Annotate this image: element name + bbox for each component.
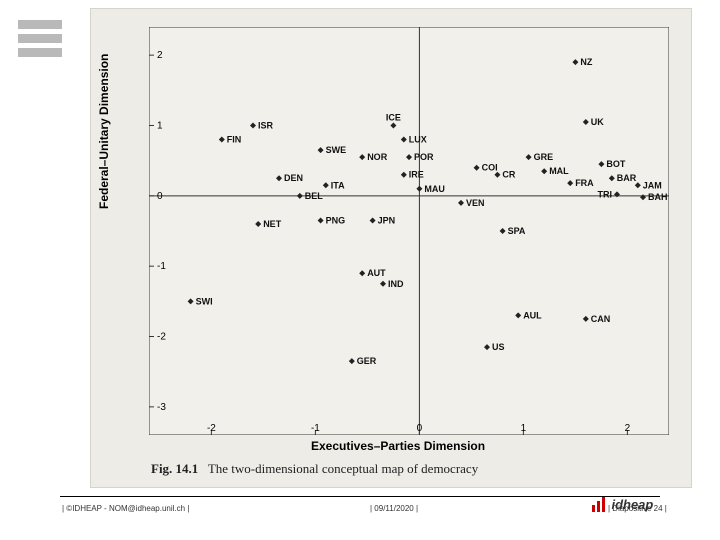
- point-label: IRE: [409, 170, 424, 180]
- data-point: [515, 312, 521, 318]
- data-point: [276, 175, 282, 181]
- point-label: BEL: [305, 191, 324, 201]
- data-point: [583, 316, 589, 322]
- point-label: CAN: [591, 314, 611, 324]
- point-label: VEN: [466, 198, 485, 208]
- data-point: [500, 228, 506, 234]
- point-label: NET: [263, 219, 282, 229]
- data-point: [484, 344, 490, 350]
- point-label: ISR: [258, 120, 274, 130]
- svg-text:1: 1: [521, 423, 527, 434]
- data-point: [250, 122, 256, 128]
- svg-text:-2: -2: [157, 332, 166, 343]
- data-point: [474, 165, 480, 171]
- point-label: GER: [357, 356, 377, 366]
- data-point: [583, 119, 589, 125]
- footer-center: | 09/11/2020 |: [370, 504, 418, 513]
- svg-text:-1: -1: [311, 423, 320, 434]
- point-label: BOT: [606, 159, 626, 169]
- data-point: [359, 270, 365, 276]
- data-point: [598, 161, 604, 167]
- point-label: JPN: [378, 215, 396, 225]
- data-point: [318, 217, 324, 223]
- svg-text:0: 0: [417, 423, 423, 434]
- data-point: [406, 154, 412, 160]
- data-point: [541, 168, 547, 174]
- caption-text: The two-dimensional conceptual map of de…: [208, 461, 478, 476]
- point-label: SPA: [508, 226, 526, 236]
- point-label: BAH: [648, 192, 668, 202]
- point-label: GRE: [534, 152, 554, 162]
- x-axis-label: Executives–Parties Dimension: [311, 439, 485, 453]
- point-label: BAR: [617, 173, 637, 183]
- point-label: SWE: [326, 145, 347, 155]
- decor-bar: [18, 34, 62, 43]
- idheap-logo: idheap: [592, 494, 662, 514]
- point-label: DEN: [284, 173, 303, 183]
- data-point: [416, 186, 422, 192]
- data-point: [219, 137, 225, 143]
- scatter-plot: -2 -1 0 1 2 -3 -2 -1 0 1 2 NZ UK ISR FIN ICE LUX SWE NOR PO…: [149, 27, 669, 435]
- data-point: [380, 281, 386, 287]
- data-point: [526, 154, 532, 160]
- data-point: [323, 182, 329, 188]
- footer-rule: [60, 496, 660, 497]
- svg-text:2: 2: [157, 50, 163, 61]
- logo-text: idheap: [611, 497, 653, 512]
- decor-bar: [18, 20, 62, 29]
- data-point: [318, 147, 324, 153]
- point-label: MAU: [424, 184, 445, 194]
- data-point: [359, 154, 365, 160]
- data-point: [370, 217, 376, 223]
- point-label: CR: [502, 170, 515, 180]
- data-point: [255, 221, 261, 227]
- point-label: COI: [482, 163, 498, 173]
- point-label: ICE: [386, 112, 401, 122]
- data-point: [609, 175, 615, 181]
- svg-text:-2: -2: [207, 423, 216, 434]
- point-label: UK: [591, 117, 604, 127]
- point-label: MAL: [549, 166, 569, 176]
- point-label: SWI: [196, 296, 213, 306]
- footer-left: | ©IDHEAP - NOM@idheap.unil.ch |: [62, 504, 189, 513]
- figure-caption: Fig. 14.1 The two-dimensional conceptual…: [151, 461, 478, 477]
- point-label: FRA: [575, 178, 594, 188]
- point-label: AUT: [367, 268, 386, 278]
- point-label: US: [492, 342, 505, 352]
- point-label: IND: [388, 279, 404, 289]
- point-label: POR: [414, 152, 434, 162]
- svg-text:1: 1: [157, 120, 163, 131]
- point-label: LUX: [409, 135, 427, 145]
- figure-scan: -2 -1 0 1 2 -3 -2 -1 0 1 2 NZ UK ISR FIN ICE LUX SWE NOR PO…: [90, 8, 692, 488]
- point-label: FIN: [227, 135, 242, 145]
- data-point: [390, 122, 396, 128]
- svg-text:0: 0: [157, 191, 163, 202]
- chart-svg: -2 -1 0 1 2 -3 -2 -1 0 1 2 NZ UK ISR FIN ICE LUX SWE NOR PO…: [149, 27, 669, 435]
- svg-text:-3: -3: [157, 402, 166, 413]
- point-label: ITA: [331, 180, 345, 190]
- decor-bars: [18, 20, 62, 62]
- slide: -2 -1 0 1 2 -3 -2 -1 0 1 2 NZ UK ISR FIN ICE LUX SWE NOR PO…: [0, 0, 720, 540]
- point-label: TRI: [598, 189, 613, 199]
- point-label: AUL: [523, 310, 542, 320]
- data-point: [401, 137, 407, 143]
- data-point: [572, 59, 578, 65]
- data-point: [349, 358, 355, 364]
- decor-bar: [18, 48, 62, 57]
- y-axis-label: Federal–Unitary Dimension: [97, 54, 111, 209]
- point-label: NOR: [367, 152, 388, 162]
- caption-label: Fig. 14.1: [151, 461, 198, 476]
- data-point: [614, 191, 620, 197]
- data-point: [458, 200, 464, 206]
- svg-text:-1: -1: [157, 261, 166, 272]
- svg-text:2: 2: [625, 423, 631, 434]
- data-point: [640, 194, 646, 200]
- data-point: [567, 180, 573, 186]
- point-label: JAM: [643, 180, 662, 190]
- data-point: [188, 298, 194, 304]
- point-label: PNG: [326, 215, 346, 225]
- data-point: [401, 172, 407, 178]
- data-point: [297, 193, 303, 199]
- point-label: NZ: [580, 57, 592, 67]
